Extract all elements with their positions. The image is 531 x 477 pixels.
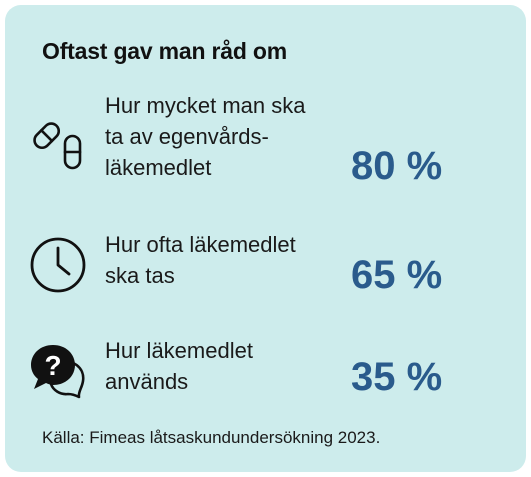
infographic-card: Oftast gav man råd om Hur mycket man ska… bbox=[5, 5, 526, 472]
stat-label: Hur ofta läkemedlet ska tas bbox=[105, 232, 296, 288]
infographic-title: Oftast gav man råd om bbox=[42, 38, 288, 64]
stat-label: Hur läkemedlet används bbox=[105, 338, 253, 394]
question-bubble-icon: ? bbox=[27, 340, 89, 402]
pills-icon bbox=[27, 114, 89, 176]
stat-row-frequency: Hur ofta läkemedlet ska tas 65 % bbox=[5, 229, 526, 309]
svg-text:?: ? bbox=[44, 350, 61, 381]
stat-row-usage: ? Hur läkemedlet används 35 % bbox=[5, 335, 526, 415]
clock-icon bbox=[27, 234, 89, 296]
stat-value: 65 % bbox=[351, 253, 443, 297]
source-note: Källa: Fimeas låtsaskundundersökning 202… bbox=[42, 428, 381, 447]
stat-label: Hur mycket man ska ta av egenvårds- läke… bbox=[105, 93, 306, 180]
stat-row-dosage: Hur mycket man ska ta av egenvårds- läke… bbox=[5, 90, 526, 200]
stat-value: 80 % bbox=[351, 144, 443, 188]
stat-value: 35 % bbox=[351, 355, 443, 399]
